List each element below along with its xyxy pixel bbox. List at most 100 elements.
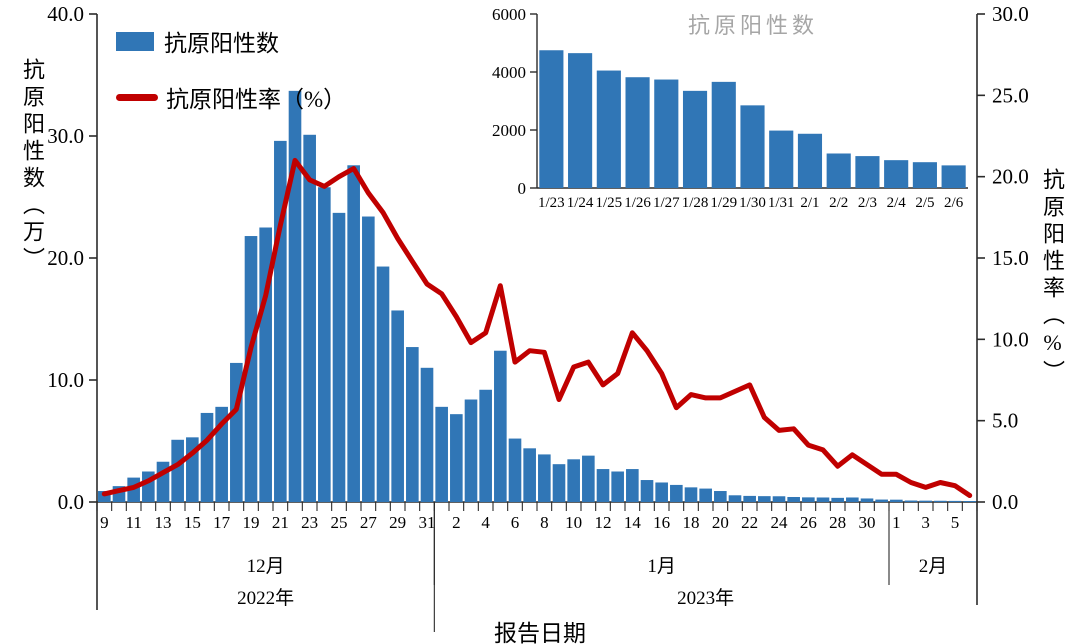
x-month-label: 2月 bbox=[919, 556, 948, 577]
antigen-count-bar bbox=[860, 498, 874, 502]
antigen-count-bar bbox=[846, 497, 859, 502]
x-year-label: 2023年 bbox=[677, 587, 734, 609]
inset-antigen-count-bar bbox=[539, 50, 564, 188]
inset-antigen-count-bar bbox=[884, 160, 909, 188]
antigen-count-bar bbox=[670, 484, 683, 502]
x-year-label: 2022年 bbox=[237, 587, 294, 609]
x-day-label: 6 bbox=[511, 513, 520, 532]
antigen-count-bar bbox=[626, 469, 639, 502]
inset-antigen-count-bar bbox=[682, 90, 708, 188]
antigen-count-bar bbox=[288, 90, 302, 503]
antigen-count-bar bbox=[420, 367, 434, 502]
antigen-count-bar bbox=[802, 497, 815, 502]
y-right-tick-label: 30.0 bbox=[992, 2, 1029, 26]
antigen-count-bar bbox=[582, 455, 595, 502]
antigen-count-bar bbox=[479, 389, 492, 502]
inset-x-label: 1/25 bbox=[595, 195, 622, 211]
inset-x-label: 1/23 bbox=[538, 195, 565, 211]
inset-y-tick-label: 4000 bbox=[492, 63, 526, 82]
antigen-count-bar bbox=[743, 495, 756, 502]
bar-series-swatch bbox=[116, 31, 154, 51]
antigen-count-bar bbox=[728, 495, 742, 502]
antigen-count-bar bbox=[464, 399, 478, 502]
inset-x-label: 1/30 bbox=[739, 195, 766, 211]
y-left-tick-label: 30.0 bbox=[47, 124, 84, 148]
inset-x-label: 2/5 bbox=[915, 195, 934, 211]
antigen-count-bar bbox=[934, 500, 947, 502]
inset-antigen-count-bar bbox=[711, 81, 736, 188]
inset-antigen-count-bar bbox=[912, 162, 937, 188]
inset-chart-title: 抗原阳性数 bbox=[687, 13, 818, 38]
x-day-label: 24 bbox=[771, 513, 789, 532]
y-axis-left-title: 抗原阳性数（万） bbox=[20, 58, 45, 274]
antigen-count-bar bbox=[567, 459, 580, 502]
antigen-count-bar bbox=[831, 497, 844, 502]
x-day-label: 3 bbox=[921, 513, 930, 532]
x-day-label: 2 bbox=[452, 513, 461, 532]
inset-antigen-count-bar bbox=[596, 70, 621, 188]
legend: 抗原阳性数 抗原阳性率（%） bbox=[116, 24, 346, 136]
x-day-label: 1 bbox=[892, 513, 901, 532]
inset-x-label: 2/4 bbox=[887, 195, 907, 211]
x-month-label: 12月 bbox=[247, 556, 285, 577]
x-day-label: 22 bbox=[741, 513, 758, 532]
inset-x-label: 2/3 bbox=[858, 195, 877, 211]
inset-y-tick-label: 0 bbox=[518, 179, 527, 198]
antigen-count-bar bbox=[655, 482, 668, 502]
x-axis-title: 报告日期 bbox=[494, 621, 586, 644]
antigen-count-bar bbox=[98, 491, 111, 502]
antigen-count-bar bbox=[640, 480, 654, 502]
inset-x-label: 1/29 bbox=[710, 195, 737, 211]
x-day-label: 11 bbox=[125, 513, 141, 532]
inset-y-tick-label: 2000 bbox=[492, 121, 526, 140]
x-day-label: 23 bbox=[301, 513, 318, 532]
x-day-label: 12 bbox=[595, 513, 612, 532]
antigen-count-bar bbox=[523, 448, 536, 502]
x-day-label: 31 bbox=[419, 513, 436, 532]
y-left-tick-label: 20.0 bbox=[47, 246, 84, 270]
x-day-label: 9 bbox=[100, 513, 109, 532]
inset-antigen-count-bar bbox=[826, 153, 851, 188]
antigen-count-bar bbox=[406, 347, 419, 502]
inset-x-label: 1/28 bbox=[682, 195, 709, 211]
x-day-label: 4 bbox=[481, 513, 490, 532]
legend-item-bars: 抗原阳性数 bbox=[116, 24, 346, 58]
antigen-count-bar bbox=[611, 471, 624, 502]
y-axis-right-title: 抗原阳性率（%） bbox=[1040, 168, 1065, 387]
line-series-label: 抗原阳性率（%） bbox=[166, 87, 347, 112]
y-right-tick-label: 25.0 bbox=[992, 83, 1029, 107]
antigen-count-bar bbox=[890, 499, 903, 502]
antigen-count-bar bbox=[758, 496, 771, 502]
y-left-tick-label: 40.0 bbox=[47, 2, 84, 26]
y-left-tick-label: 10.0 bbox=[47, 368, 84, 392]
antigen-count-bar bbox=[714, 491, 727, 502]
inset-antigen-count-bar bbox=[941, 165, 966, 188]
bar-series-label: 抗原阳性数 bbox=[164, 31, 279, 56]
x-day-label: 16 bbox=[653, 513, 670, 532]
antigen-count-bar bbox=[699, 488, 712, 502]
antigen-count-bar bbox=[538, 454, 551, 502]
inset-x-label: 1/31 bbox=[768, 195, 795, 211]
x-day-label: 17 bbox=[213, 513, 231, 532]
legend-item-line: 抗原阳性率（%） bbox=[116, 80, 346, 114]
inset-x-label: 2/6 bbox=[944, 195, 964, 211]
inset-antigen-count-bar bbox=[568, 53, 593, 189]
x-day-label: 30 bbox=[859, 513, 876, 532]
x-day-label: 25 bbox=[331, 513, 348, 532]
y-right-tick-label: 0.0 bbox=[992, 490, 1018, 514]
inset-antigen-count-bar bbox=[625, 77, 650, 188]
inset-antigen-count-bar bbox=[855, 156, 880, 188]
antigen-count-bar bbox=[552, 464, 566, 502]
antigen-count-bar bbox=[494, 350, 507, 502]
antigen-count-bar bbox=[596, 469, 610, 502]
x-day-label: 29 bbox=[389, 513, 406, 532]
x-day-label: 10 bbox=[565, 513, 582, 532]
antigen-count-bar bbox=[391, 310, 404, 502]
x-day-label: 15 bbox=[184, 513, 201, 532]
line-series-swatch bbox=[116, 93, 158, 101]
antigen-count-bar bbox=[435, 406, 448, 502]
antigen-count-bar bbox=[963, 501, 976, 502]
y-right-tick-label: 5.0 bbox=[992, 409, 1018, 433]
